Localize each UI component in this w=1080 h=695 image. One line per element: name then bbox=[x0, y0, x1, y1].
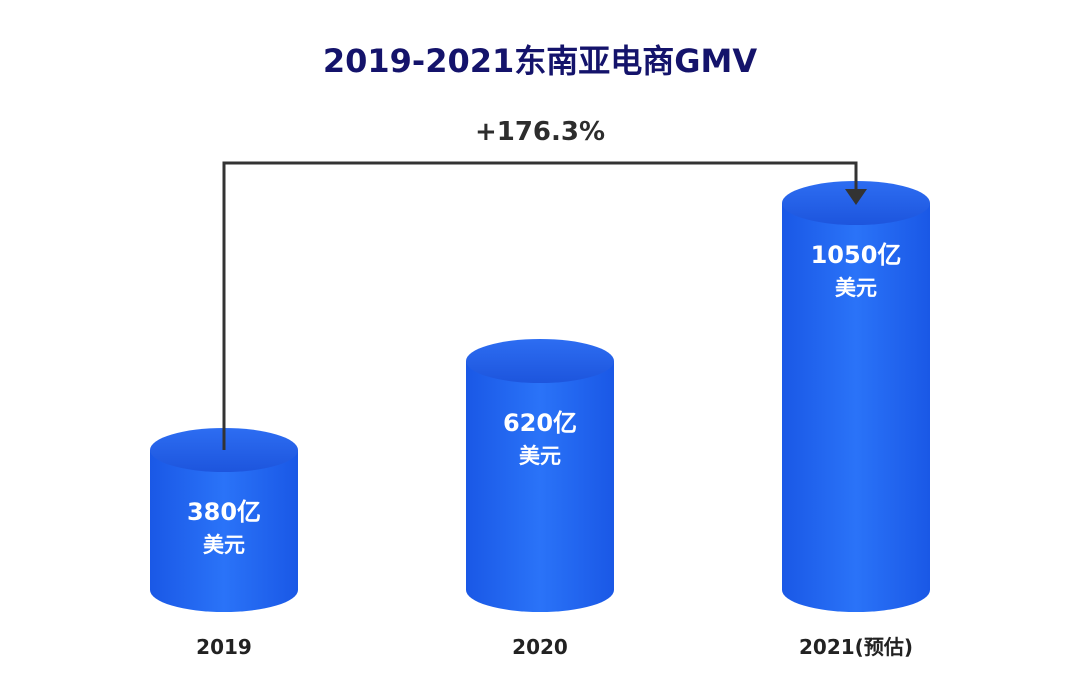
value-label-2021(预估): 1050亿 bbox=[811, 241, 902, 269]
cylinder-body bbox=[782, 203, 930, 612]
cylinder-body bbox=[150, 450, 298, 612]
value-label-2020: 620亿 bbox=[503, 409, 577, 437]
growth-annotation: +176.3% bbox=[475, 117, 605, 147]
unit-label-2020: 美元 bbox=[519, 444, 561, 468]
cylinder-bar-2020 bbox=[466, 339, 614, 612]
unit-label-2019: 美元 bbox=[203, 533, 245, 557]
value-label-2019: 380亿 bbox=[187, 498, 261, 526]
unit-label-2021(预估): 美元 bbox=[835, 276, 877, 300]
cylinder-top bbox=[466, 339, 614, 383]
bars-layer bbox=[150, 181, 930, 612]
growth-arrowhead-icon bbox=[845, 189, 867, 205]
chart-title: 2019-2021东南亚电商GMV bbox=[323, 42, 758, 80]
cylinder-body bbox=[466, 361, 614, 612]
category-label-2019: 2019 bbox=[196, 635, 252, 659]
category-label-2020: 2020 bbox=[512, 635, 568, 659]
growth-connector-line bbox=[222, 161, 858, 450]
category-label-2021(预估): 2021(预估) bbox=[799, 635, 913, 659]
